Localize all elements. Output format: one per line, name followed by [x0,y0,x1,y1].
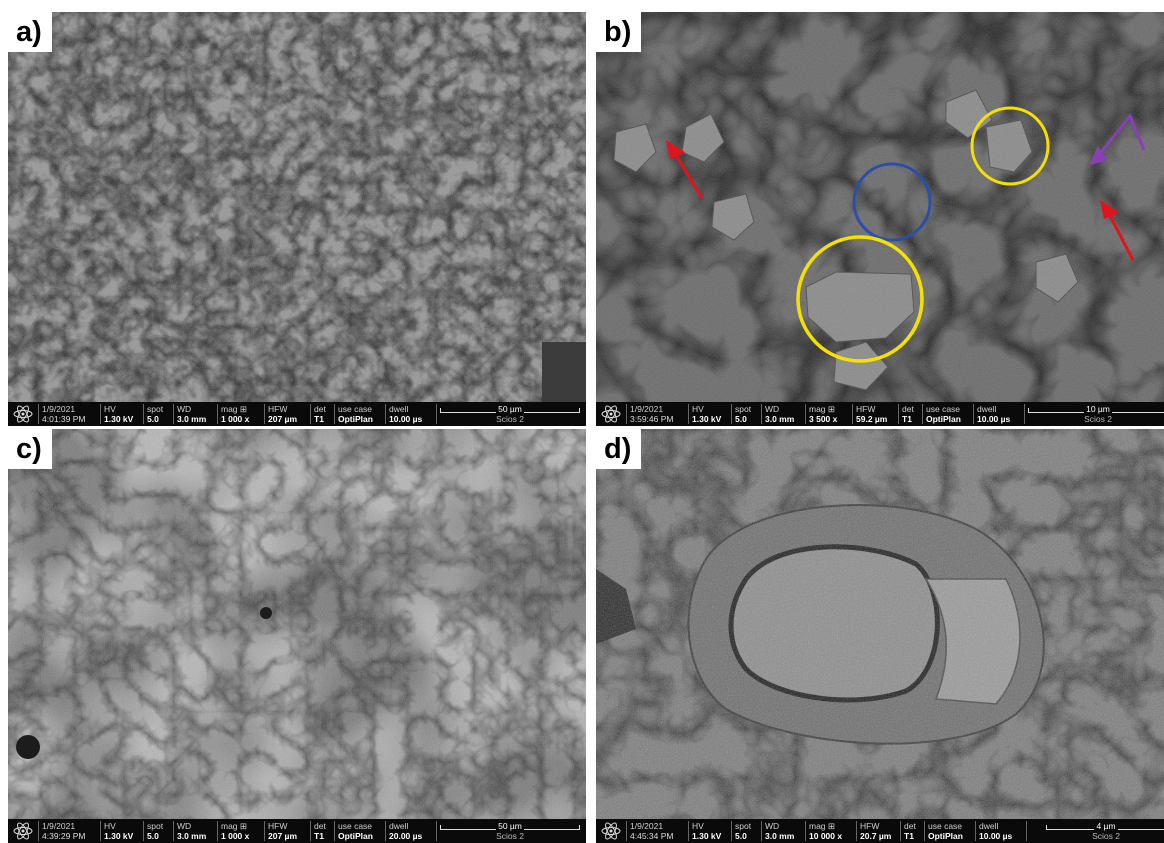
grid-square-icon: ⊞ [827,821,836,831]
red-arrow-icon [665,139,1135,261]
dwell-field-c: dwell 20.00 µs [389,821,423,841]
det-field-a: det T1 [314,404,326,424]
date-time-b: 1/9/2021 3:59:46 PM [630,404,674,424]
panel-label-c: c) [8,429,52,469]
mag-field-a: mag ⊞ 1 000 x [221,404,250,424]
blue-circle-annotation [852,162,932,242]
micrograph-image-a [8,12,586,402]
date-time-c: 1/9/2021 4:39:29 PM [42,821,86,841]
panel-label-d: d) [596,429,642,469]
use-case-field-b: use case OptiPlan [926,404,961,424]
hfw-field-c: HFW 207 µm [268,821,297,841]
panel-label-b: b) [596,12,642,52]
wd-field-c: WD 3.0 mm [177,821,207,841]
grid-square-icon: ⊞ [827,404,836,414]
spot-field-b: spot 5.0 [735,404,752,424]
scale-bar-c: 50 µm Scios 2 [440,821,580,841]
hv-field-d: HV 1.30 kV [692,821,722,841]
sem-databar-a: 1/9/2021 4:01:39 PM HV 1.30 kV spot 5.0 WD 3… [8,402,586,426]
micrograph-image-c [8,429,586,819]
hv-field-b: HV 1.30 kV [692,404,722,424]
sem-databar-d: 1/9/2021 4:45:34 PM HV 1.30 kV spot 5.0 WD 3… [596,819,1164,843]
atom-logo-icon [13,822,33,840]
atom-logo-icon [601,822,621,840]
date-time-d: 1/9/2021 4:45:34 PM [630,821,674,841]
det-field-d: det T1 [904,821,916,841]
spot-field-d: spot 5.0 [735,821,752,841]
purple-arrow-icon [1089,113,1146,166]
spot-field-a: spot 5.0 [147,404,164,424]
det-field-c: det T1 [314,821,326,841]
dwell-field-d: dwell 10.00 µs [979,821,1013,841]
hfw-field-d: HFW 20.7 µm [860,821,892,841]
atom-logo-icon [13,405,33,423]
yellow-circle-annotation-large [796,235,924,363]
grid-square-icon: ⊞ [239,821,248,831]
panel-label-a: a) [8,12,52,52]
scale-bar-a: 50 µm Scios 2 [440,404,580,424]
spot-field-c: spot 5.0 [147,821,164,841]
mag-field-d: mag ⊞ 10 000 x [809,821,843,841]
scale-bar-b: 10 µm Scios 2 [1028,404,1164,424]
wd-field-a: WD 3.0 mm [177,404,207,424]
hv-field-c: HV 1.30 kV [104,821,134,841]
yellow-circle-annotation-small [970,106,1050,186]
sem-databar-c: 1/9/2021 4:39:29 PM HV 1.30 kV spot 5.0 WD 3… [8,819,586,843]
mag-field-b: mag ⊞ 3 500 x [809,404,838,424]
use-case-field-a: use case OptiPlan [338,404,373,424]
det-field-b: det T1 [902,404,914,424]
micrograph-image-d [596,429,1164,819]
use-case-field-c: use case OptiPlan [338,821,373,841]
hfw-field-b: HFW 59.2 µm [856,404,888,424]
wd-field-b: WD 3.0 mm [765,404,795,424]
dwell-field-b: dwell 10.00 µs [977,404,1011,424]
sem-databar-b: 1/9/2021 3:59:46 PM HV 1.30 kV spot 5.0 WD 3… [596,402,1164,426]
sem-panel-c: c) 1/9/2021 4:39:29 PM HV 1.30 kV spot 5.0 … [8,429,586,843]
micrograph-image-b [596,12,1164,402]
dwell-field-a: dwell 10.00 µs [389,404,423,424]
hfw-field-a: HFW 207 µm [268,404,297,424]
use-case-field-d: use case OptiPlan [928,821,963,841]
sem-panel-a: a) 1/9/2021 4:01:39 PM HV 1.30 kV spot 5.0 … [8,12,586,426]
scale-bar-d: 4 µm Scios 2 [1046,821,1164,841]
mag-field-c: mag ⊞ 1 000 x [221,821,250,841]
sem-panel-d: d) 1/9/2021 4:45:34 PM HV 1.30 kV spot 5.0 … [596,429,1164,843]
atom-logo-icon [601,405,621,423]
sem-panel-b: b) 1/9/2021 3:59:46 PM HV 1.30 kV spot 5.0 … [596,12,1164,426]
date-time-a: 1/9/2021 4:01:39 PM [42,404,86,424]
wd-field-d: WD 3.0 mm [765,821,795,841]
grid-square-icon: ⊞ [239,404,248,414]
hv-field-a: HV 1.30 kV [104,404,134,424]
